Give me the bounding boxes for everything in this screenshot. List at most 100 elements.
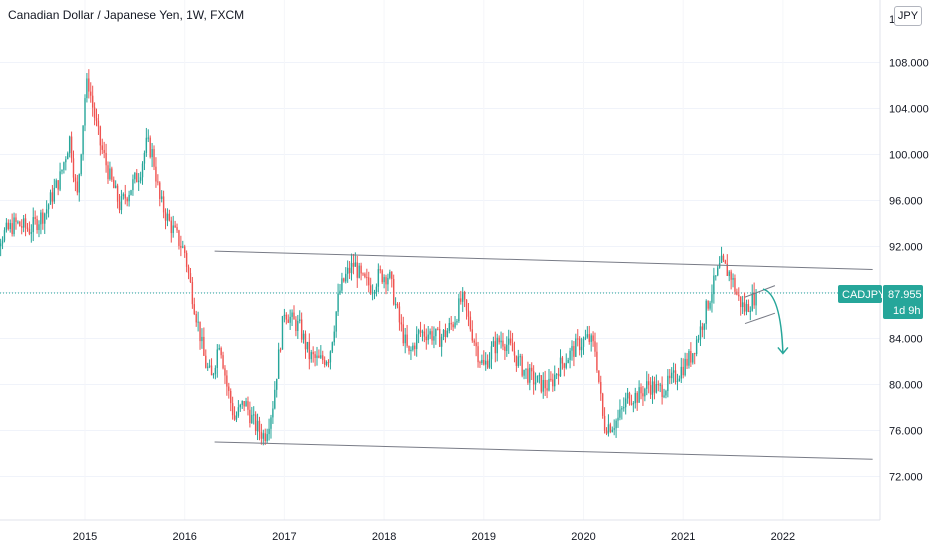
- candle-down: [657, 384, 659, 386]
- candle-up: [688, 351, 690, 366]
- forecast-arrow-curve[interactable]: [762, 288, 784, 354]
- candle-down: [352, 262, 355, 267]
- candle-up: [410, 349, 412, 352]
- price-tick-label: 96.000: [889, 196, 923, 208]
- candle-down: [640, 387, 642, 394]
- candle-up: [500, 340, 502, 343]
- candle-down: [630, 403, 633, 405]
- candle-up: [749, 310, 752, 312]
- candle-down: [701, 326, 704, 330]
- candle-down: [174, 225, 176, 228]
- candle-up: [84, 98, 86, 126]
- candle-up: [68, 136, 71, 154]
- candle-up: [160, 196, 163, 199]
- candle-up: [337, 293, 339, 312]
- candle-up: [320, 355, 322, 358]
- time-axis[interactable]: 2015 2016 2017 2018 2019 2020 2021 2022: [73, 531, 795, 543]
- candle-up: [201, 336, 203, 342]
- candle-down: [233, 415, 236, 420]
- candle-up: [358, 265, 360, 278]
- candle-up: [394, 303, 397, 305]
- candle-down: [402, 324, 404, 344]
- candle-up: [333, 331, 335, 343]
- drawing-tools[interactable]: [214, 250, 873, 460]
- candle-up: [615, 420, 617, 429]
- time-tick-label: 2021: [671, 531, 695, 543]
- price-tick-label: 76.000: [889, 426, 923, 438]
- candle-up: [17, 221, 19, 223]
- candle-up: [448, 322, 450, 331]
- candle-up: [13, 217, 15, 235]
- candle-up: [182, 246, 184, 248]
- candle-down: [588, 334, 590, 342]
- candle-down: [690, 351, 692, 363]
- candle-up: [145, 137, 148, 153]
- candle-down: [105, 152, 107, 166]
- candle-down: [195, 314, 197, 323]
- candle-down: [431, 331, 433, 341]
- candle-up: [517, 356, 520, 366]
- candle-down: [74, 177, 77, 182]
- candle-up: [139, 177, 142, 181]
- candle-down: [469, 316, 472, 330]
- candle-up: [611, 429, 613, 432]
- candle-up: [197, 321, 199, 323]
- candle-down: [540, 375, 543, 392]
- candle-down: [157, 181, 159, 183]
- flag-upper-trendline[interactable]: [744, 285, 776, 298]
- candle-up: [32, 217, 34, 233]
- candle-up: [555, 373, 558, 375]
- candle-up: [86, 78, 88, 99]
- candle-down: [264, 433, 266, 442]
- candle-down: [532, 371, 535, 385]
- time-tick-label: 2017: [272, 531, 296, 543]
- price-tick-label: 84.000: [889, 334, 923, 346]
- candle-down: [118, 201, 121, 211]
- candle-up: [120, 196, 123, 211]
- candle-down: [573, 346, 575, 357]
- candle-down: [70, 136, 73, 159]
- price-tick-label: 92.000: [889, 242, 923, 254]
- candlestick-series[interactable]: [0, 69, 757, 446]
- candle-up: [415, 334, 418, 350]
- candle-up: [3, 230, 6, 241]
- candle-down: [247, 401, 249, 410]
- candle-up: [692, 353, 694, 363]
- candle-down: [57, 180, 59, 190]
- candle-up: [485, 360, 487, 365]
- candle-up: [291, 312, 293, 317]
- flag-lower-trendline[interactable]: [744, 312, 776, 325]
- candle-up: [678, 378, 681, 382]
- candle-up: [508, 338, 510, 345]
- candle-up: [40, 212, 42, 225]
- candle-down: [471, 329, 473, 341]
- candle-down: [423, 331, 426, 337]
- candle-up: [623, 407, 625, 409]
- candle-up: [289, 316, 291, 323]
- candle-down: [113, 179, 115, 189]
- candle-down: [511, 343, 514, 352]
- candle-down: [439, 329, 441, 347]
- candle-up: [214, 367, 217, 375]
- candle-down: [736, 291, 738, 295]
- time-tick-label: 2022: [771, 531, 795, 543]
- candle-down: [185, 252, 188, 267]
- candle-down: [126, 198, 128, 202]
- candle-up: [256, 420, 259, 432]
- lower-channel-trendline[interactable]: [214, 441, 873, 460]
- candle-up: [253, 414, 255, 416]
- candle-down: [465, 299, 468, 311]
- candle-up: [251, 414, 253, 424]
- currency-selector-button[interactable]: JPY: [894, 6, 922, 26]
- candle-up: [732, 278, 734, 280]
- price-axis[interactable]: 108.000104.000100.00096.00092.00088.0008…: [889, 58, 929, 484]
- upper-channel-trendline[interactable]: [214, 250, 873, 270]
- candle-up: [387, 277, 389, 285]
- time-tick-label: 2019: [472, 531, 496, 543]
- candle-up: [462, 292, 464, 302]
- candle-up: [128, 194, 130, 202]
- candle-down: [753, 292, 755, 306]
- candle-up: [646, 381, 648, 389]
- candle-up: [672, 370, 675, 373]
